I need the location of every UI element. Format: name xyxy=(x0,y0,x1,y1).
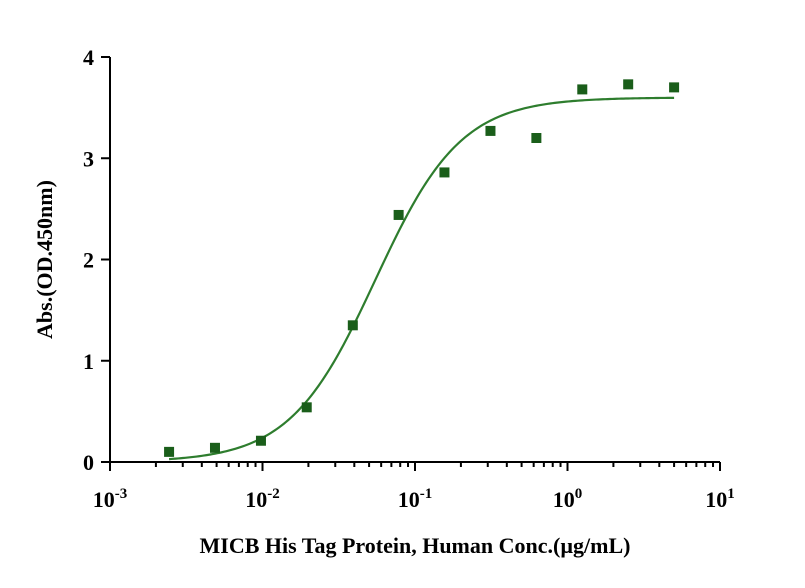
data-point xyxy=(301,402,312,413)
data-point xyxy=(393,209,404,220)
y-tick-label: 3 xyxy=(83,146,94,171)
data-points xyxy=(164,79,680,457)
x-tick-label: 10-1 xyxy=(398,486,433,512)
y-tick-label: 0 xyxy=(83,450,94,475)
data-point xyxy=(255,435,266,446)
data-point xyxy=(209,442,220,453)
x-axis: 10-3 10-2 10-1 100 101 xyxy=(93,461,735,512)
data-point xyxy=(485,125,496,136)
x-tick-label-exponent: 0 xyxy=(575,486,583,502)
data-point xyxy=(164,446,175,457)
y-tick-label: 2 xyxy=(83,248,94,273)
x-tick-label-exponent: 1 xyxy=(727,486,735,502)
x-tick-label-exponent: -2 xyxy=(267,486,280,502)
x-tick-label-base: 10 xyxy=(93,487,115,512)
x-tick-label-base: 10 xyxy=(553,487,575,512)
x-tick-label-base: 10 xyxy=(398,487,420,512)
x-tick-label: 100 xyxy=(553,486,583,512)
data-point xyxy=(347,320,358,331)
data-point xyxy=(577,84,588,95)
x-axis-title: MICB His Tag Protein, Human Conc.(µg/mL) xyxy=(200,533,631,558)
x-tick-label-base: 10 xyxy=(245,487,267,512)
y-tick-label: 1 xyxy=(83,349,94,374)
x-tick-label: 101 xyxy=(705,486,735,512)
data-point xyxy=(669,82,680,93)
y-axis-title: Abs.(OD.450nm) xyxy=(32,180,57,339)
x-tick-label-base: 10 xyxy=(705,487,727,512)
x-tick-label: 10-2 xyxy=(245,486,280,512)
data-point xyxy=(439,167,450,178)
x-tick-label-exponent: -3 xyxy=(115,486,128,502)
x-tick-label: 10-3 xyxy=(93,486,128,512)
y-tick-label: 4 xyxy=(83,45,94,70)
x-tick-label-exponent: -1 xyxy=(420,486,433,502)
y-axis: 0 1 2 3 4 xyxy=(83,45,111,475)
data-point xyxy=(531,133,542,143)
fit-curve xyxy=(169,96,675,461)
data-point xyxy=(623,79,634,90)
